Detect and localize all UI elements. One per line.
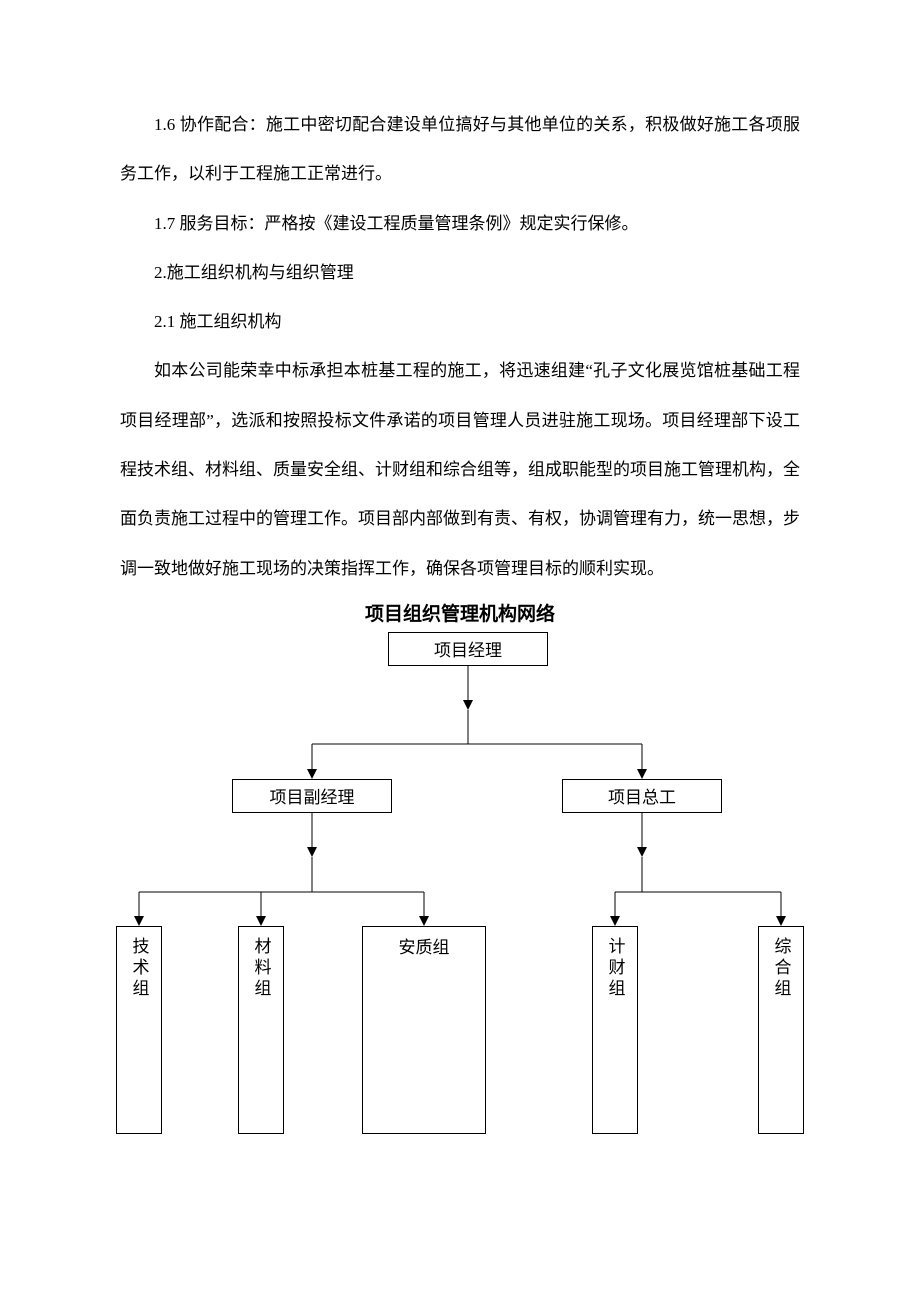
- org-node-n6: 安质组: [362, 926, 486, 1134]
- org-node-n7: 计财组: [592, 926, 638, 1134]
- org-node-n4: 技术组: [116, 926, 162, 1134]
- org-node-n3: 项目总工: [562, 779, 722, 813]
- org-node-n5: 材料组: [238, 926, 284, 1134]
- heading-2-1: 2.1 施工组织机构: [120, 297, 800, 346]
- paragraph-body: 如本公司能荣幸中标承担本桩基工程的施工，将迅速组建“孔子文化展览馆桩基础工程项目…: [120, 346, 800, 592]
- paragraph-1-6: 1.6 协作配合：施工中密切配合建设单位搞好与其他单位的关系，积极做好施工各项服…: [120, 100, 800, 199]
- org-chart-title: 项目组织管理机构网络: [120, 599, 800, 626]
- org-node-n8: 综合组: [758, 926, 804, 1134]
- org-chart: 项目经理项目副经理 项目总工技术组 材料组 安质组 计财组 综合组: [100, 626, 820, 1156]
- paragraph-1-7: 1.7 服务目标：严格按《建设工程质量管理条例》规定实行保修。: [120, 199, 800, 248]
- org-node-n1: 项目经理: [388, 632, 548, 666]
- heading-2: 2.施工组织机构与组织管理: [120, 248, 800, 297]
- org-node-n2: 项目副经理: [232, 779, 392, 813]
- document-body: 1.6 协作配合：施工中密切配合建设单位搞好与其他单位的关系，积极做好施工各项服…: [0, 0, 920, 626]
